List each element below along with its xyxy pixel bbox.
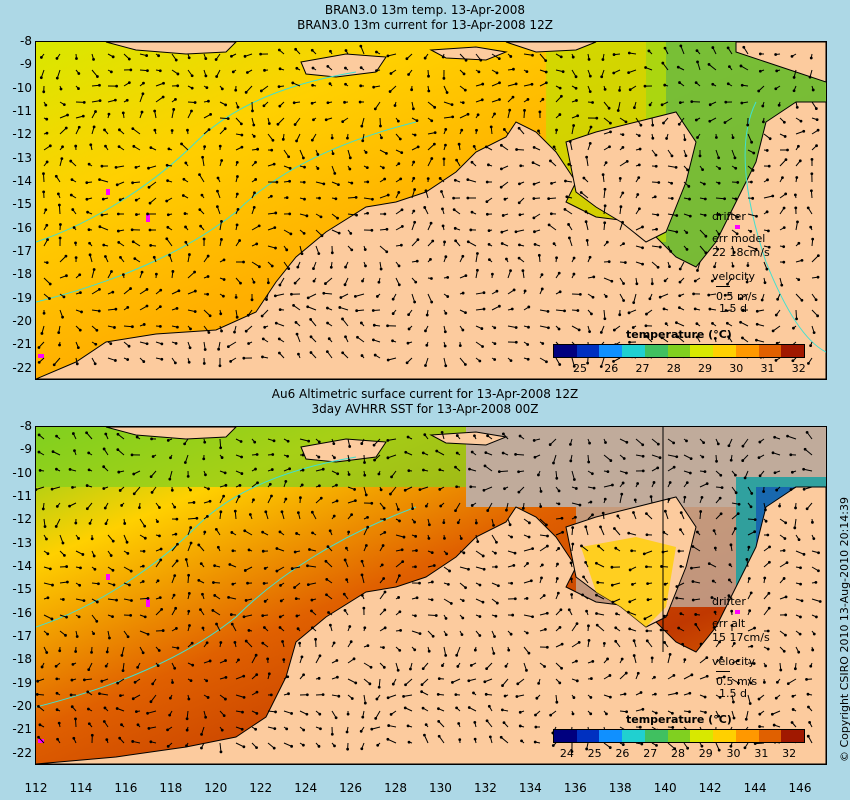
bottom-lat-tick: -22 [12,745,32,760]
bottom-drifter-marker [735,610,740,614]
lon-tick: 146 [788,781,812,795]
lon-tick: 124 [294,781,318,795]
bottom-lat-tick: -18 [12,652,32,667]
bottom-drifter-label: drifter [712,595,746,608]
bottom-lat-tick: -12 [12,512,32,527]
bottom-velocity-time: 1.5 d [719,687,747,700]
bottom-map-panel: drifter err alt 15 17cm/s velocity 0.5 m… [35,426,827,765]
colorbar-tick-label: 26 [615,747,630,760]
top-lat-tick: -22 [12,360,32,375]
bottom-colorbar [553,729,805,743]
colorbar-tick-label: 32 [791,362,806,375]
top-lat-tick: -15 [12,197,32,212]
top-lat-tick: -16 [12,220,32,235]
top-colorbar [553,344,805,358]
top-drifter-marker [735,225,740,229]
top-lat-tick: -14 [12,173,32,188]
copyright-notice: © Copyright CSIRO 2010 13-Aug-2010 20:14… [838,496,850,762]
top-lat-tick: -10 [12,80,32,95]
bottom-colorbar-title: temperature (°C) [626,713,732,726]
top-err-value: 22 18cm/s [712,246,770,259]
colorbar-tick-label: 31 [754,747,769,760]
lon-tick: 140 [653,781,677,795]
colorbar-tick-label: 32 [782,747,797,760]
bottom-lat-tick: -15 [12,582,32,597]
top-velocity-arrow [716,286,730,287]
bottom-err-value: 15 17cm/s [712,631,770,644]
lon-tick: 122 [249,781,273,795]
bottom-title-line2: 3day AVHRR SST for 13-Apr-2008 00Z [311,402,539,416]
colorbar-tick-label: 27 [643,747,658,760]
top-lat-tick: -12 [12,127,32,142]
bottom-lat-tick: -8 [20,419,32,433]
colorbar-tick-label: 27 [635,362,650,375]
top-lat-tick: -11 [12,103,32,118]
bottom-velocity-label: velocity [712,655,755,668]
top-velocity-scale: 0.5 m/s [716,290,758,303]
bottom-lat-tick: -11 [12,488,32,503]
top-title-line1: BRAN3.0 13m temp. 13-Apr-2008 [324,3,526,17]
colorbar-tick-label: 26 [604,362,619,375]
top-lat-tick: -17 [12,243,32,258]
top-title-line2: BRAN3.0 13m current for 13-Apr-2008 12Z [297,18,553,32]
top-lat-tick: -9 [20,57,32,72]
colorbar-tick-label: 29 [697,362,712,375]
top-drifter-label: drifter [712,210,746,223]
lon-tick: 114 [69,781,93,795]
top-colorbar-title: temperature (°C) [626,328,732,341]
colorbar-tick-label: 24 [559,747,574,760]
colorbar-tick-label: 28 [666,362,681,375]
colorbar-tick-label: 31 [760,362,775,375]
top-velocity-label: velocity [712,270,755,283]
lon-tick: 112 [24,781,48,795]
lon-tick: 132 [473,781,497,795]
top-lat-tick: -18 [12,267,32,282]
top-lat-tick: -21 [12,337,32,352]
bottom-lat-tick: -21 [12,722,32,737]
top-lat-tick: -20 [12,313,32,328]
bottom-err-label: err alt [712,617,746,630]
bottom-title-line1: Au6 Altimetric surface current for 13-Ap… [271,387,579,401]
bottom-map-graphic [36,427,826,764]
lon-tick: 116 [114,781,138,795]
colorbar-tick-label: 30 [729,362,744,375]
colorbar-tick-label: 25 [572,362,587,375]
top-map-graphic [36,42,826,379]
colorbar-tick-label: 28 [671,747,685,760]
bottom-lat-tick: -16 [12,605,32,620]
colorbar-tick-label: 25 [587,747,602,760]
bottom-lat-tick: -19 [12,675,32,690]
bottom-lat-tick: -13 [12,535,32,550]
colorbar-tick-label: 30 [726,747,741,760]
lon-tick: 138 [608,781,632,795]
bottom-lat-tick: -10 [12,465,32,480]
bottom-lat-tick: -17 [12,628,32,643]
lon-tick: 126 [339,781,363,795]
lon-tick: 144 [743,781,767,795]
lon-tick: 120 [204,781,228,795]
bottom-lat-tick: -14 [12,558,32,573]
lon-tick: 130 [429,781,452,795]
lon-tick: 128 [384,781,407,795]
top-err-label: err model [712,232,766,245]
top-velocity-time: 1.5 d [719,302,747,315]
lon-tick: 118 [159,781,183,795]
bottom-velocity-scale: 0.5 m/s [716,675,758,688]
lon-tick: 136 [563,781,587,795]
bottom-lat-tick: -9 [20,442,32,457]
top-lat-tick: -8 [20,34,32,48]
top-lat-tick: -13 [12,150,32,165]
bottom-lat-tick: -20 [12,698,32,713]
lon-tick: 134 [518,781,542,795]
colorbar-tick-label: 29 [698,747,713,760]
top-lat-tick: -19 [12,290,32,305]
bottom-velocity-arrow [716,671,730,672]
top-map-panel: drifter err model 22 18cm/s velocity 0.5… [35,41,827,380]
lon-tick: 142 [698,781,722,795]
